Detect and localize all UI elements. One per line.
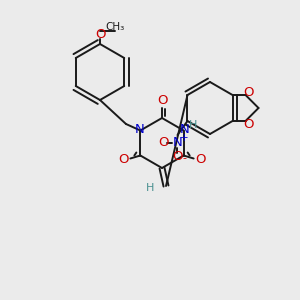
Text: O: O	[195, 153, 206, 166]
Text: H: H	[188, 121, 197, 130]
Text: O: O	[118, 153, 129, 166]
Text: H: H	[146, 183, 154, 193]
Text: O: O	[243, 118, 254, 130]
Text: N: N	[180, 123, 190, 136]
Text: O: O	[243, 85, 254, 98]
Text: O: O	[95, 28, 105, 41]
Text: +: +	[180, 133, 189, 143]
Text: -: -	[182, 153, 187, 163]
Text: O: O	[172, 151, 183, 164]
Text: O: O	[158, 136, 169, 149]
Text: N: N	[172, 136, 182, 149]
Text: O: O	[157, 94, 167, 107]
Text: CH₃: CH₃	[105, 22, 124, 32]
Text: N: N	[134, 123, 144, 136]
